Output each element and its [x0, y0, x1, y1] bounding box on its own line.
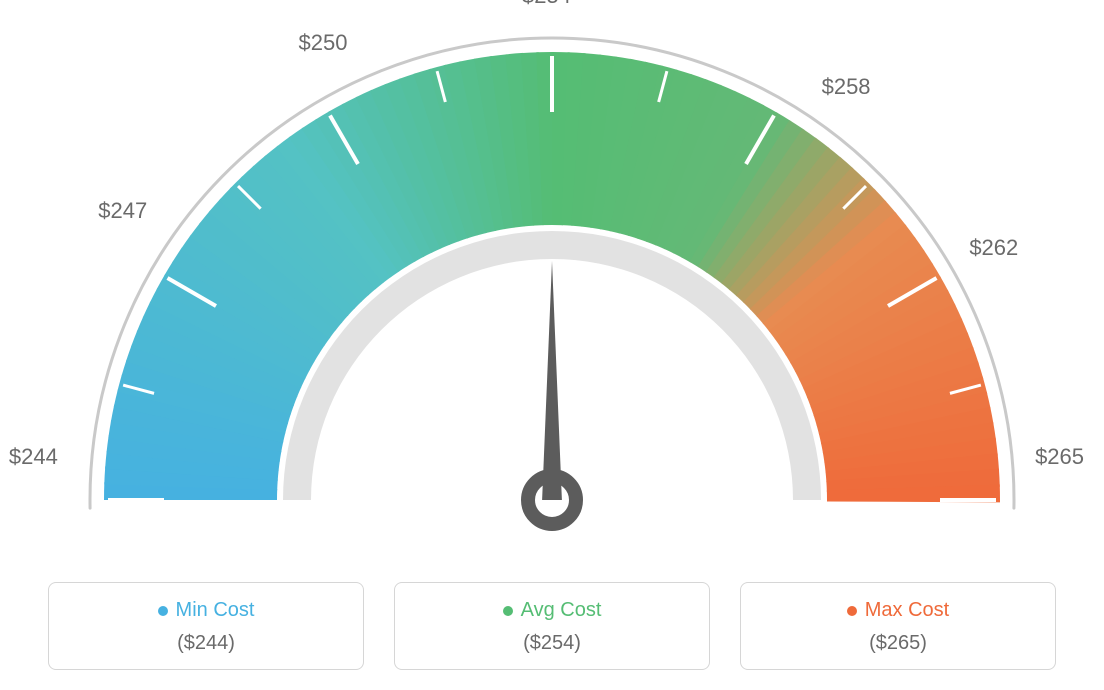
max-cost-dot — [847, 606, 857, 616]
min-cost-label: Min Cost — [176, 599, 255, 622]
max-cost-value: ($265) — [751, 632, 1045, 655]
gauge-tick-label: $254 — [522, 0, 571, 9]
max-cost-card: Max Cost ($265) — [740, 582, 1056, 670]
gauge-chart: $244 $247 $250 $254 $258 $262 $265 — [0, 0, 1104, 560]
avg-cost-card: Avg Cost ($254) — [394, 582, 710, 670]
avg-cost-dot — [503, 606, 513, 616]
max-cost-label: Max Cost — [865, 599, 949, 622]
gauge-tick-label: $258 — [822, 74, 871, 100]
gauge-tick-label: $265 — [1035, 444, 1084, 470]
avg-cost-value: ($254) — [405, 632, 699, 655]
gauge-tick-label: $250 — [299, 30, 348, 56]
cost-cards-row: Min Cost ($244) Avg Cost ($254) Max Cost… — [48, 582, 1056, 670]
gauge-tick-label: $244 — [9, 444, 58, 470]
avg-cost-label: Avg Cost — [521, 599, 602, 622]
min-cost-card: Min Cost ($244) — [48, 582, 364, 670]
gauge-tick-label: $262 — [969, 235, 1018, 261]
gauge-tick-label: $247 — [98, 198, 147, 224]
min-cost-value: ($244) — [59, 632, 353, 655]
min-cost-dot — [158, 606, 168, 616]
